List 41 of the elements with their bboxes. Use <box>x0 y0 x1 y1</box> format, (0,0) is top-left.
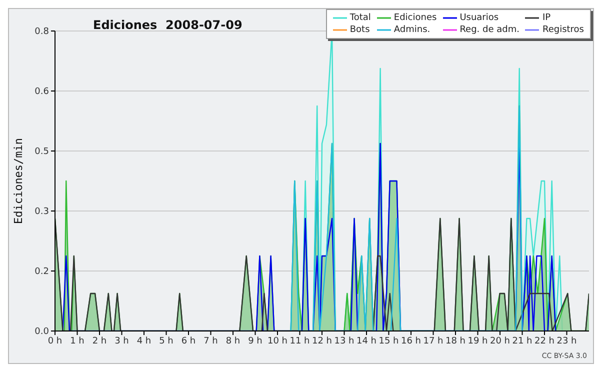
legend-label: Ediciones <box>394 12 437 24</box>
x-tick-label: 18 h <box>445 336 466 346</box>
y-tick-label: 0.3 <box>34 207 49 218</box>
x-tick-label: 17 h <box>423 336 444 346</box>
y-axis-title: Ediciones/min <box>12 138 25 224</box>
y-tick-label: 0.5 <box>34 147 49 158</box>
x-tick-label: 1 h <box>70 336 84 346</box>
x-tick-label: 12 h <box>312 336 332 346</box>
x-tick-label: 13 h <box>334 336 354 346</box>
legend-label: Usuarios <box>460 12 499 24</box>
x-tick-label: 22 h <box>534 336 555 346</box>
legend-label: Reg. de adm. <box>460 24 520 36</box>
legend-label: IP <box>542 12 551 24</box>
x-tick-label: 4 h <box>136 336 152 346</box>
y-tick-label: 0.8 <box>34 27 50 38</box>
x-tick-label: 15 h <box>378 336 399 346</box>
x-tick-label: 9 h <box>248 336 262 346</box>
legend-label: Registros <box>542 24 584 36</box>
x-tick-label: 2 h <box>92 336 107 346</box>
x-tick-label: 8 h <box>226 336 240 346</box>
legend-label: Total <box>350 12 371 24</box>
legend-label: Bots <box>350 24 370 36</box>
y-tick-label: 0.6 <box>34 87 50 98</box>
x-tick-label: 0 h <box>48 336 62 346</box>
legend-label: Admins. <box>394 24 430 36</box>
x-tick-label: 5 h <box>159 336 174 346</box>
x-tick-label: 14 h <box>356 336 377 346</box>
x-tick-label: 23 h <box>556 336 577 346</box>
y-tick-label: 0.2 <box>34 267 49 278</box>
x-tick-label: 20 h <box>490 336 510 346</box>
x-tick-label: 3 h <box>114 336 129 346</box>
x-tick-label: 11 h <box>290 336 310 346</box>
x-tick-label: 7 h <box>204 336 218 346</box>
chart-title: Ediciones 2008-07-09 <box>93 18 242 32</box>
x-tick-label: 16 h <box>400 336 422 346</box>
x-tick-label: 10 h <box>267 336 288 346</box>
y-tick-label: 0.0 <box>34 327 50 338</box>
x-tick-label: 21 h <box>512 336 532 346</box>
line-series <box>290 105 523 331</box>
x-tick-label: 19 h <box>468 336 488 346</box>
x-tick-label: 6 h <box>181 336 196 346</box>
